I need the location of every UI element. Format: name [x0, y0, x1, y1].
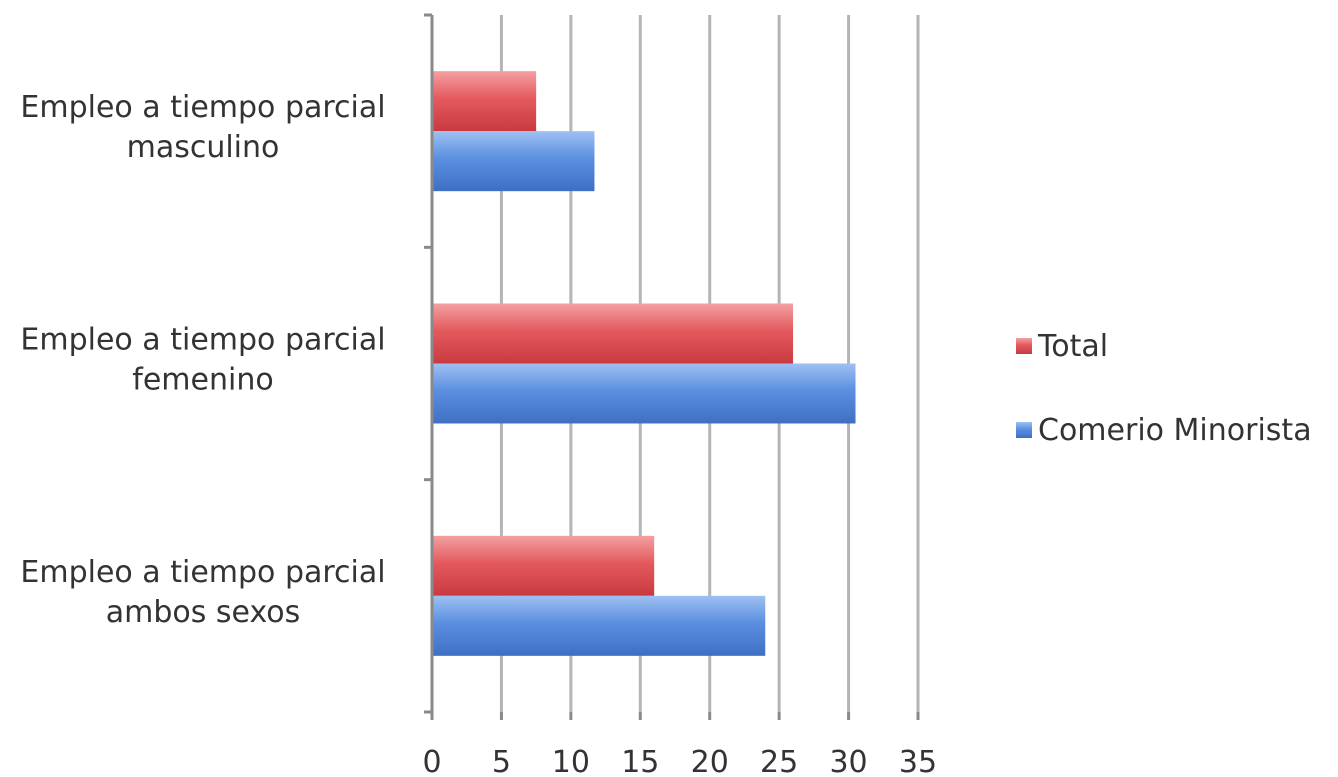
category-label-line: masculino: [127, 130, 280, 165]
category-label-line: Empleo a tiempo parcial: [20, 90, 385, 125]
legend-swatch-total: [1016, 338, 1032, 354]
legend-swatch-comerio-minorista: [1016, 422, 1032, 438]
bar-comerio-minorista-2: [432, 363, 856, 424]
x-tick-label: 15: [621, 745, 659, 777]
category-label: Empleo a tiempo parcial masculino: [20, 90, 385, 165]
legend-label: Total: [1037, 329, 1108, 364]
category-label-line: Empleo a tiempo parcial: [20, 555, 385, 590]
category-label: Empleo a tiempo parcial ambos sexos: [20, 555, 385, 630]
bar-total-3: [432, 535, 655, 596]
legend: Total Comerio Minorista: [1016, 329, 1312, 448]
category-label-line: ambos sexos: [106, 595, 301, 630]
labels: 0 5 10 15 20 25 30 35 Empleo a tiempo parcial mas…: [20, 90, 937, 777]
x-tick-label: 20: [691, 745, 729, 777]
x-tick-label: 30: [829, 745, 867, 777]
x-tick-label: 25: [760, 745, 798, 777]
x-tick-label: 35: [899, 745, 937, 777]
bar-comerio-minorista-1: [432, 131, 595, 192]
x-tick-label: 0: [422, 745, 441, 777]
legend-label: Comerio Minorista: [1038, 413, 1312, 448]
category-label: Empleo a tiempo parcial femenino: [20, 323, 385, 398]
bar-comerio-minorista-3: [432, 595, 766, 656]
category-label-line: femenino: [132, 363, 273, 398]
x-tick-label: 5: [492, 745, 511, 777]
axes: [424, 13, 920, 720]
bar-total-1: [432, 71, 537, 132]
x-tick-label: 10: [552, 745, 590, 777]
bar-total-2: [432, 303, 794, 364]
category-label-line: Empleo a tiempo parcial: [20, 323, 385, 358]
bars: [432, 71, 856, 656]
